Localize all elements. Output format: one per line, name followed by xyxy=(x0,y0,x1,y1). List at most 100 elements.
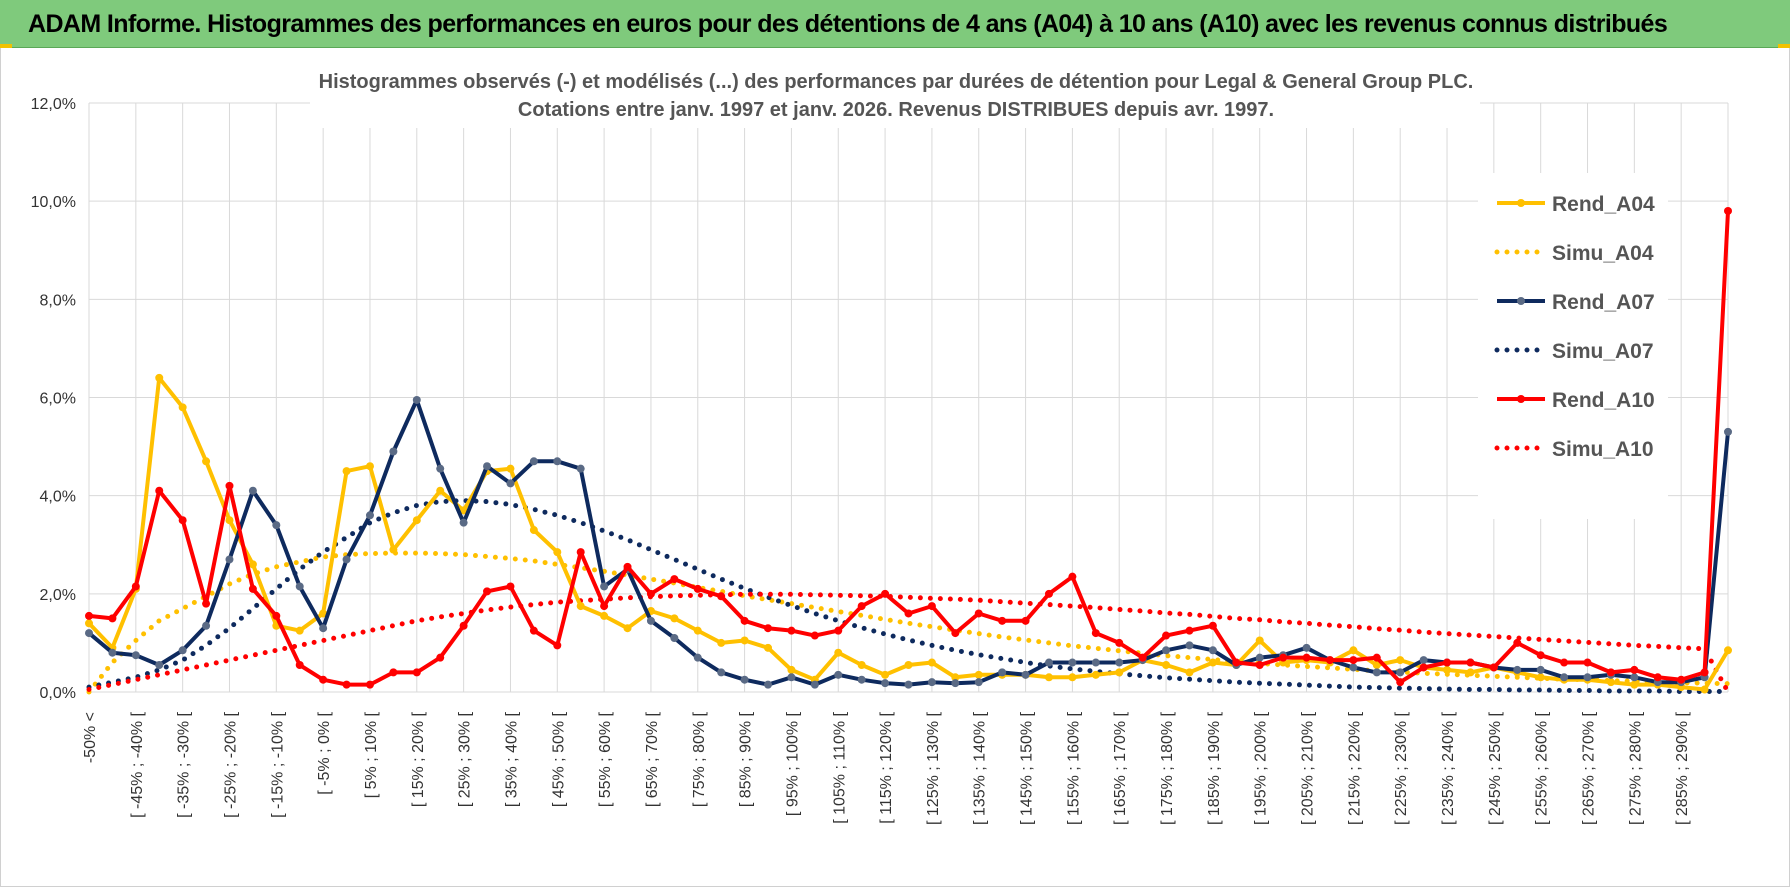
data-point-rend-a10 xyxy=(1349,656,1358,665)
y-tick-label: 8,0% xyxy=(40,292,76,309)
data-point-rend-a10 xyxy=(1068,572,1077,581)
x-tick-label: [ -25% ; -20% [ xyxy=(222,711,239,817)
data-point-rend-a10 xyxy=(1513,638,1522,647)
series-line-simu-a04 xyxy=(86,550,1731,695)
data-point-rend-a07 xyxy=(342,555,351,564)
data-point-rend-a10 xyxy=(670,575,679,584)
legend-marker-rend-a04 xyxy=(1517,199,1525,207)
data-point-rend-a10 xyxy=(646,589,655,598)
data-point-rend-a10 xyxy=(810,631,819,640)
data-point-rend-a07 xyxy=(600,582,609,591)
data-point-rend-a10 xyxy=(412,668,421,677)
data-point-rend-a04 xyxy=(553,548,562,557)
data-point-rend-a07 xyxy=(1630,673,1639,682)
data-point-rend-a10 xyxy=(834,626,843,635)
data-point-rend-a04 xyxy=(834,648,843,657)
data-point-rend-a07 xyxy=(787,673,796,682)
data-point-rend-a07 xyxy=(108,648,117,657)
data-point-rend-a10 xyxy=(1255,661,1264,670)
data-point-rend-a10 xyxy=(904,609,913,618)
data-point-rend-a04 xyxy=(974,670,983,679)
data-point-rend-a07 xyxy=(1583,673,1592,682)
data-point-rend-a07 xyxy=(1091,658,1100,667)
data-point-rend-a10 xyxy=(881,589,890,598)
data-point-rend-a07 xyxy=(834,670,843,679)
data-point-rend-a04 xyxy=(1162,661,1171,670)
data-point-rend-a07 xyxy=(951,679,960,688)
legend: Rend_A04 Simu_A04 Rend_A07 Simu_A07 Rend_A10… xyxy=(1478,173,1668,519)
x-tick-label: [ 65% ; 70% [ xyxy=(644,711,661,807)
data-point-rend-a07 xyxy=(1255,653,1264,662)
chart-series xyxy=(85,206,1732,695)
data-point-rend-a07 xyxy=(927,678,936,687)
y-tick-label: 12,0% xyxy=(31,96,76,113)
data-point-rend-a07 xyxy=(764,680,773,689)
data-point-rend-a07 xyxy=(881,679,890,688)
data-point-rend-a04 xyxy=(1443,665,1452,674)
data-point-rend-a07 xyxy=(1021,670,1030,679)
x-tick-label: [ 45% ; 50% [ xyxy=(550,711,567,807)
x-tick-label: [ 125% ; 130% [ xyxy=(925,711,942,825)
y-tick-label: 0,0% xyxy=(40,685,76,702)
data-point-rend-a10 xyxy=(483,587,492,596)
chart-title: Histogrammes observés (-) et modélisés (… xyxy=(310,60,1480,128)
data-point-rend-a10 xyxy=(295,661,304,670)
data-point-rend-a07 xyxy=(1302,643,1311,652)
series-line-simu-a10 xyxy=(86,591,1731,695)
x-tick-label: [ 195% ; 200% [ xyxy=(1253,711,1270,825)
data-point-rend-a04 xyxy=(1185,668,1194,677)
data-point-rend-a10 xyxy=(1583,658,1592,667)
data-point-rend-a07 xyxy=(1115,658,1124,667)
data-point-rend-a04 xyxy=(178,403,187,412)
data-point-rend-a07 xyxy=(436,464,445,473)
x-tick-label: [ 205% ; 210% [ xyxy=(1300,711,1317,825)
data-point-rend-a07 xyxy=(740,675,749,684)
data-point-rend-a10 xyxy=(1443,658,1452,667)
y-axis-labels: 0,0% 2,0% 4,0% 6,0% 8,0% 10,0% 12,0% xyxy=(31,96,76,702)
data-point-rend-a04 xyxy=(717,638,726,647)
legend-marker-rend-a10 xyxy=(1517,395,1525,403)
data-point-rend-a07 xyxy=(131,651,140,660)
data-point-rend-a07 xyxy=(693,653,702,662)
data-point-rend-a07 xyxy=(412,395,421,404)
data-point-rend-a04 xyxy=(1044,673,1053,682)
data-point-rend-a04 xyxy=(927,658,936,667)
y-tick-label: 6,0% xyxy=(40,391,76,408)
banner-title: ADAM Informe. Histogrammes des performan… xyxy=(0,0,1790,48)
legend-background xyxy=(1478,173,1668,519)
data-point-rend-a07 xyxy=(998,668,1007,677)
legend-label-simu-a10: Simu_A10 xyxy=(1552,438,1654,461)
data-point-rend-a04 xyxy=(1091,670,1100,679)
data-point-rend-a10 xyxy=(787,626,796,635)
data-point-rend-a10 xyxy=(1044,589,1053,598)
data-point-rend-a07 xyxy=(248,486,257,495)
data-point-rend-a04 xyxy=(1606,678,1615,687)
x-tick-label: [ 245% ; 250% [ xyxy=(1487,711,1504,825)
data-point-rend-a04 xyxy=(1466,668,1475,677)
data-point-rend-a04 xyxy=(225,516,234,525)
data-point-rend-a10 xyxy=(1302,653,1311,662)
data-point-rend-a10 xyxy=(1677,675,1686,684)
x-tick-label: [ 135% ; 140% [ xyxy=(972,711,989,825)
chart-title-line-1: Histogrammes observés (-) et modélisés (… xyxy=(319,71,1474,93)
data-point-rend-a10 xyxy=(600,602,609,611)
data-point-rend-a04 xyxy=(295,626,304,635)
data-point-rend-a07 xyxy=(529,457,538,466)
data-point-rend-a10 xyxy=(998,616,1007,625)
data-point-rend-a10 xyxy=(389,668,398,677)
data-point-rend-a10 xyxy=(365,680,374,689)
data-point-rend-a07 xyxy=(1185,641,1194,650)
data-point-rend-a07 xyxy=(178,646,187,655)
data-point-rend-a10 xyxy=(927,602,936,611)
data-point-rend-a04 xyxy=(1372,661,1381,670)
data-point-rend-a10 xyxy=(1560,658,1569,667)
data-point-rend-a07 xyxy=(202,621,211,630)
x-tick-label: [ 95% ; 100% [ xyxy=(784,711,801,816)
data-point-rend-a10 xyxy=(1700,668,1709,677)
data-point-rend-a07 xyxy=(904,680,913,689)
x-tick-label: [ 185% ; 190% [ xyxy=(1206,711,1223,825)
legend-label-rend-a10: Rend_A10 xyxy=(1552,389,1655,412)
data-point-rend-a10 xyxy=(248,584,257,593)
data-point-rend-a10 xyxy=(1724,206,1732,215)
data-point-rend-a07 xyxy=(1396,668,1405,677)
